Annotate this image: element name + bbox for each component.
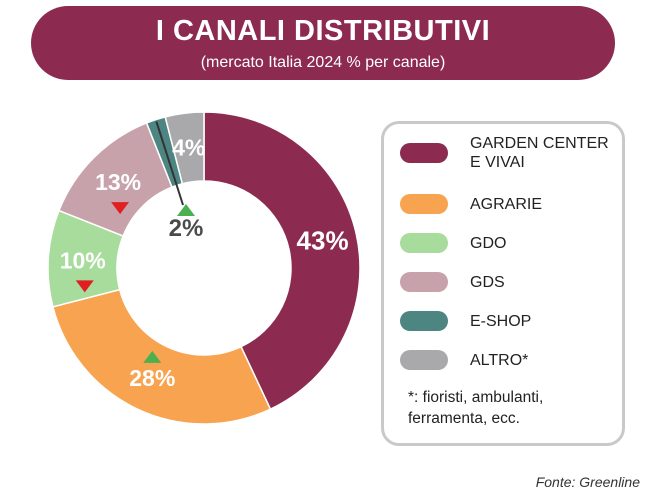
- legend-footnote: *: fioristi, ambulanti, ferramenta, ecc.: [408, 389, 544, 427]
- legend-item-gds: GDS: [400, 272, 505, 292]
- value-label-gds: 13%: [95, 169, 141, 195]
- chart-header: I CANALI DISTRIBUTIVI (mercato Italia 20…: [31, 6, 615, 80]
- legend-item-e-shop: E-SHOP: [400, 311, 531, 331]
- legend-swatch-e-shop: [400, 311, 448, 331]
- legend: GARDEN CENTER E VIVAI AGRARIE GDO GDS E-…: [381, 121, 625, 446]
- slice-altro: [164, 111, 205, 185]
- value-label-e-shop: 2%: [169, 215, 204, 242]
- slice-agrarie: [51, 288, 272, 425]
- legend-label-altro: ALTRO*: [470, 351, 529, 369]
- trend-up-e-shop: [177, 204, 195, 216]
- legend-label-gds: GDS: [470, 273, 505, 291]
- legend-swatch-garden-center: [400, 143, 448, 163]
- legend-label-garden-center: GARDEN CENTER E VIVAI: [470, 135, 609, 171]
- chart-subtitle: (mercato Italia 2024 % per canale): [200, 54, 446, 71]
- legend-swatch-gdo: [400, 233, 448, 253]
- trend-up-agrarie: [143, 350, 162, 363]
- value-label-agrarie: 28%: [129, 365, 175, 391]
- legend-item-agrarie: AGRARIE: [400, 194, 542, 214]
- value-label-altro: 4%: [172, 134, 205, 160]
- value-label-garden-center: 43%: [297, 225, 349, 255]
- legend-swatch-altro: [400, 350, 448, 370]
- leader-line-e-shop: [155, 121, 184, 206]
- chart-title: I CANALI DISTRIBUTIVI: [155, 15, 491, 47]
- legend-item-gdo: GDO: [400, 233, 506, 253]
- legend-swatch-gds: [400, 272, 448, 292]
- legend-label-gdo: GDO: [470, 234, 507, 252]
- slice-garden-center: [203, 111, 361, 411]
- legend-swatch-agrarie: [400, 194, 448, 214]
- source-credit: Fonte: Greenline: [535, 474, 640, 490]
- value-label-gdo: 10%: [60, 247, 106, 273]
- trend-down-gds: [111, 202, 130, 215]
- legend-item-garden-center: GARDEN CENTER E VIVAI: [400, 134, 620, 172]
- trend-down-gdo: [75, 280, 94, 293]
- legend-item-altro: ALTRO*: [400, 350, 528, 370]
- legend-label-e-shop: E-SHOP: [470, 312, 532, 330]
- legend-label-agrarie: AGRARIE: [470, 195, 543, 213]
